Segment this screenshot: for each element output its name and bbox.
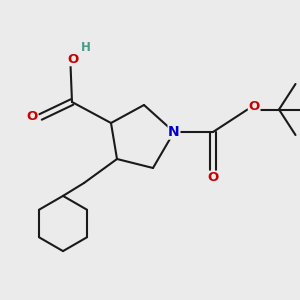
- Text: N: N: [168, 125, 180, 139]
- Text: O: O: [67, 52, 79, 66]
- Text: O: O: [248, 100, 260, 113]
- Text: H: H: [81, 40, 91, 54]
- Text: O: O: [26, 110, 38, 124]
- Text: O: O: [207, 171, 219, 184]
